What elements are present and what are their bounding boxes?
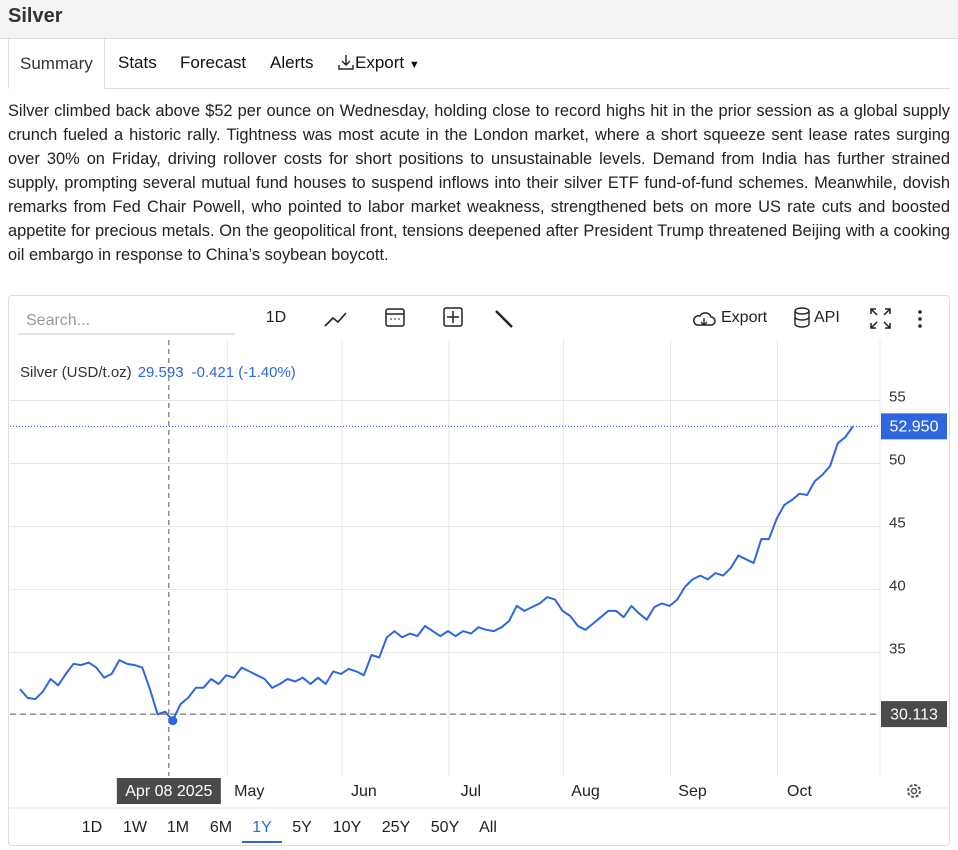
y-tick-label: 40 [889,577,906,594]
search-input[interactable]: Search... [26,312,90,329]
header: Silver [0,0,958,39]
download-icon [338,55,354,70]
chart-box [8,295,950,846]
legend-name: Silver (USD/t.oz) [20,364,132,381]
more-menu[interactable] [918,310,922,328]
x-tick-label: Aug [571,783,599,800]
x-tick-label: Oct [787,783,812,800]
range-button[interactable]: 1W [123,819,148,836]
legend: Silver (USD/t.oz) 29.593 -0.421 (-1.40%) [20,364,296,381]
legend-change: -0.421 (-1.40%) [192,364,296,381]
range-button[interactable]: 10Y [333,819,362,836]
tab-stats[interactable]: Stats [118,53,157,72]
crosshair-x-label: Apr 08 2025 [125,783,212,800]
add-indicator-icon[interactable] [443,307,463,327]
tab-alerts[interactable]: Alerts [270,53,314,72]
crosshair-y-label: 30.113 [890,706,938,723]
api-label: API [814,309,840,326]
range-button[interactable]: 1Y [252,819,272,836]
x-tick-label: May [234,783,264,800]
legend-value: 29.593 [138,364,184,381]
last-price-label: 52.950 [890,419,939,436]
price-line [19,425,854,722]
y-tick-label: 45 [889,514,906,531]
api-button[interactable]: API [794,307,840,328]
page-title: Silver [8,5,63,27]
last-price-label-bg [881,413,947,440]
range-button[interactable]: 1D [82,819,102,836]
crosshair-x-label-bg [116,778,221,804]
range-button[interactable]: 5Y [292,819,312,836]
crosshair-y-label-bg [881,701,947,728]
x-tick-label: Sep [678,783,707,800]
x-tick-label: Jul [461,783,481,800]
calendar-icon[interactable] [385,308,405,327]
y-tick-label: 55 [889,388,906,405]
x-tick-label: Jun [351,783,377,800]
tab-forecast[interactable]: Forecast [180,53,247,72]
range-button[interactable]: 6M [210,819,232,836]
tab-export-label: Export [355,53,405,72]
range-button[interactable]: 1M [167,819,189,836]
fullscreen-icon[interactable] [870,308,891,329]
crosshair-point [168,716,178,726]
export-label: Export [721,309,768,326]
range-button[interactable]: All [479,819,497,836]
range-button[interactable]: 50Y [431,819,460,836]
settings-wrench-icon[interactable] [495,310,513,328]
interval-button[interactable]: 1D [266,309,286,326]
gear-icon[interactable] [907,784,921,798]
tab-export[interactable]: Export ▼ [326,38,431,87]
export-button[interactable]: Export [693,309,768,326]
y-tick-label: 35 [889,640,906,657]
range-button[interactable]: 25Y [382,819,411,836]
chart-type-icon[interactable] [324,312,347,327]
tabs: Summary Stats Forecast Alerts Export ▼ [8,38,950,89]
chart: Search... 1D Export API 35 40 45 50 55 May Jun… [9,307,948,843]
article: Silver climbed back above $52 per ounce … [8,102,950,264]
tab-summary[interactable]: Summary [8,38,105,89]
y-tick-label: 50 [889,451,906,468]
caret: ▼ [408,59,420,71]
